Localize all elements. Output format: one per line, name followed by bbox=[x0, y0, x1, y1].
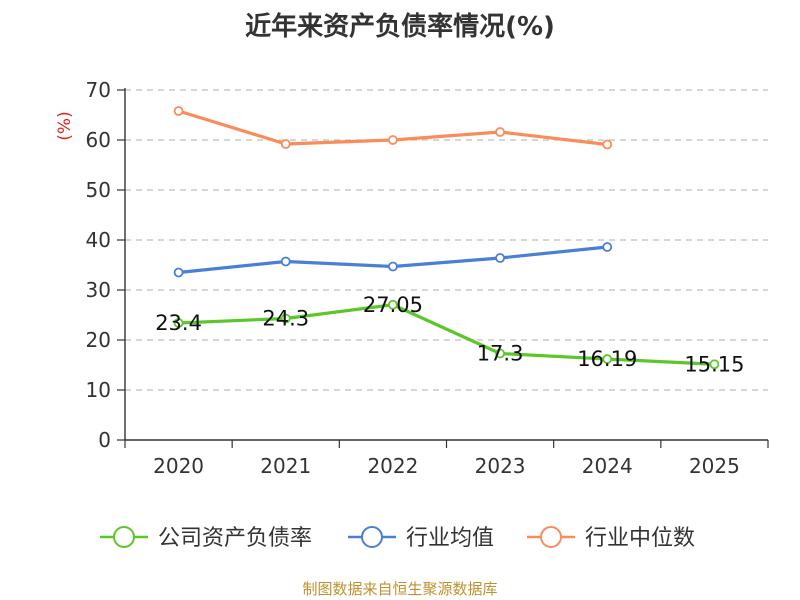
data-point bbox=[602, 354, 613, 364]
legend-swatch-marker bbox=[540, 526, 562, 548]
y-tick-label: 50 bbox=[86, 178, 111, 202]
y-tick-label: 30 bbox=[86, 278, 111, 302]
data-point bbox=[280, 256, 291, 267]
data-point bbox=[602, 242, 613, 252]
data-point bbox=[173, 267, 184, 278]
legend-label: 行业中位数 bbox=[585, 526, 695, 551]
data-point bbox=[173, 106, 184, 116]
data-label: 24.3 bbox=[262, 307, 309, 331]
data-label: 17.3 bbox=[477, 342, 524, 366]
y-tick-label: 10 bbox=[86, 378, 111, 402]
legend-label: 行业均值 bbox=[406, 526, 494, 551]
data-label: 15.15 bbox=[684, 352, 744, 376]
x-tick-label: 2024 bbox=[582, 454, 633, 478]
series-line bbox=[178, 303, 715, 366]
y-tick-label: 40 bbox=[86, 228, 111, 252]
data-label: 27.05 bbox=[363, 293, 423, 317]
data-point bbox=[709, 359, 720, 370]
chart-title: 近年来资产负债率情况(%) bbox=[245, 12, 555, 42]
data-point bbox=[388, 299, 398, 310]
data-point bbox=[495, 127, 505, 137]
x-tick-label: 2025 bbox=[689, 454, 740, 478]
data-point bbox=[388, 135, 398, 145]
y-tick-label: 70 bbox=[86, 78, 111, 102]
y-tick-label: 0 bbox=[98, 428, 111, 452]
data-point bbox=[388, 261, 398, 272]
y-tick-label: 60 bbox=[86, 128, 111, 152]
legend-label: 公司资产负债率 bbox=[158, 526, 312, 551]
legend-swatch-marker bbox=[361, 526, 383, 548]
data-point bbox=[280, 313, 291, 324]
y-tick-label: 20 bbox=[86, 328, 111, 352]
x-tick-label: 2020 bbox=[153, 454, 204, 478]
data-point bbox=[280, 139, 291, 149]
x-tick-label: 2021 bbox=[260, 454, 311, 478]
data-point bbox=[602, 139, 613, 150]
x-tick-label: 2023 bbox=[475, 454, 526, 478]
legend-swatch-marker bbox=[113, 526, 135, 548]
data-source-note: 制图数据来自恒生聚源数据库 bbox=[302, 580, 498, 598]
y-axis-label: (%) bbox=[55, 111, 75, 140]
x-tick-label: 2022 bbox=[367, 454, 418, 478]
data-point bbox=[173, 318, 184, 328]
data-label: 23.4 bbox=[155, 311, 202, 335]
data-point bbox=[495, 348, 505, 359]
data-point bbox=[495, 253, 505, 263]
data-label: 16.19 bbox=[577, 347, 637, 371]
